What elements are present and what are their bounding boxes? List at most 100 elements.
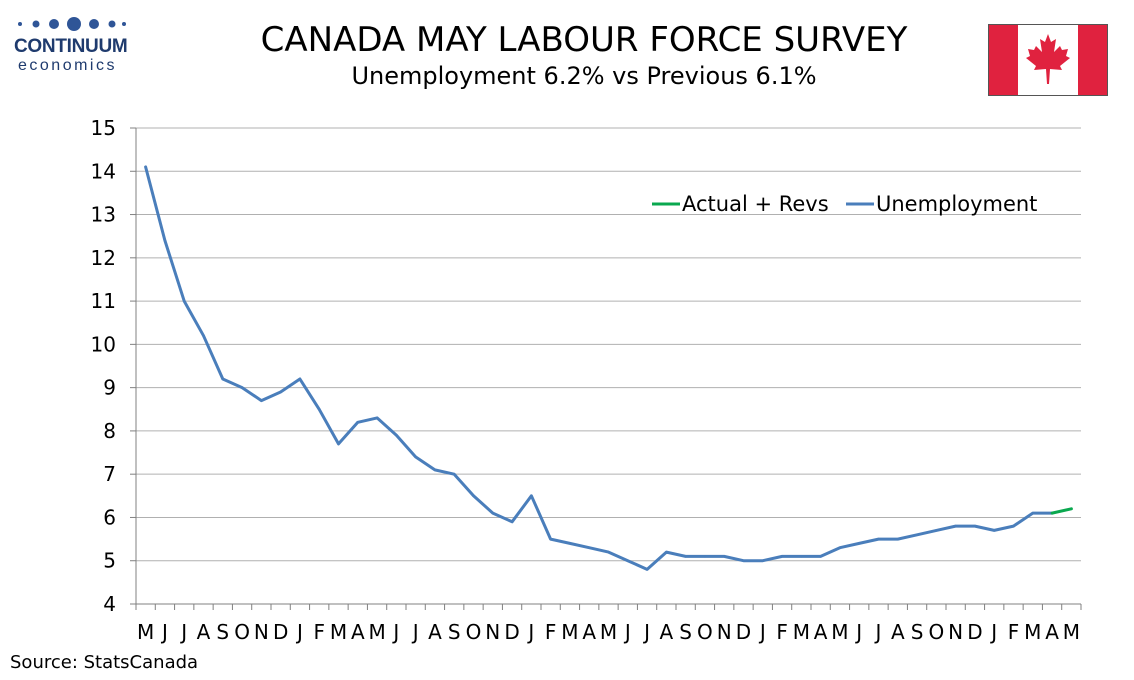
x-tick-label: N — [254, 620, 269, 644]
x-tick-label: N — [485, 620, 500, 644]
data-point-unemployment — [819, 555, 822, 558]
data-point-unemployment — [858, 542, 861, 545]
x-tick-label: S — [679, 620, 692, 644]
logo-dots-icon — [18, 17, 126, 31]
data-point-unemployment — [298, 377, 302, 381]
x-tick-label: A — [1045, 620, 1059, 644]
data-point-unemployment — [742, 559, 745, 562]
data-point-unemployment — [472, 494, 475, 498]
x-tick-label: J — [411, 620, 419, 644]
x-tick-label: F — [313, 620, 325, 644]
data-point-unemployment — [588, 546, 591, 549]
data-point-unemployment — [279, 390, 282, 394]
data-point-unemployment — [183, 299, 186, 303]
logo-name: CONTINUUM — [14, 36, 128, 57]
x-tick-label: M — [368, 620, 385, 644]
data-point-unemployment — [510, 520, 514, 523]
data-point-actual-revs — [1070, 507, 1073, 510]
x-tick-label: A — [814, 620, 828, 644]
y-tick-label: 14 — [91, 159, 116, 183]
data-point-unemployment — [626, 559, 629, 562]
x-tick-label: A — [891, 620, 905, 644]
data-point-unemployment — [491, 511, 494, 515]
data-point-unemployment — [163, 239, 167, 242]
data-point-unemployment — [414, 455, 417, 459]
x-tick-label: N — [948, 620, 963, 644]
data-point-unemployment — [221, 377, 224, 381]
series-line-actual-revs — [1050, 507, 1073, 515]
data-point-unemployment — [780, 555, 784, 558]
y-tick-label: 11 — [91, 289, 116, 313]
data-point-unemployment — [684, 555, 687, 558]
y-tick-label: 9 — [103, 376, 116, 400]
x-tick-label: M — [600, 620, 617, 644]
y-tick-label: 6 — [103, 505, 116, 529]
x-tick-label: J — [391, 620, 399, 644]
data-point-unemployment — [530, 494, 533, 498]
x-tick-label: A — [428, 620, 442, 644]
x-tick-label: D — [736, 620, 751, 644]
x-tick-label: J — [179, 620, 187, 644]
x-tick-label: N — [717, 620, 732, 644]
data-point-unemployment — [896, 537, 899, 541]
x-tick-label: F — [545, 620, 557, 644]
data-point-actual-revs — [1050, 511, 1054, 515]
x-tick-label: S — [448, 620, 461, 644]
legend-label-actual-revs: Actual + Revs — [682, 192, 829, 216]
y-tick-label: 12 — [91, 246, 116, 270]
chart-title: CANADA MAY LABOUR FORCE SURVEY — [260, 20, 908, 60]
x-tick-label: J — [989, 620, 997, 644]
x-tick-label: A — [660, 620, 674, 644]
x-tick-label: M — [831, 620, 848, 644]
x-tick-label: O — [466, 620, 482, 644]
chart-subtitle: Unemployment 6.2% vs Previous 6.1% — [351, 62, 817, 90]
x-tick-label: J — [623, 620, 631, 644]
legend-label-unemployment: Unemployment — [876, 192, 1037, 216]
data-point-unemployment — [144, 165, 147, 169]
data-point-unemployment — [993, 529, 996, 532]
data-point-unemployment — [395, 434, 398, 437]
data-point-unemployment — [915, 533, 919, 536]
source-note: Source: StatsCanada — [10, 652, 199, 673]
x-tick-label: J — [295, 620, 303, 644]
data-point-unemployment — [607, 550, 610, 554]
data-point-unemployment — [375, 416, 379, 420]
x-tick-label: F — [776, 620, 788, 644]
x-tick-label: M — [793, 620, 810, 644]
data-point-unemployment — [665, 550, 668, 554]
x-tick-label: M — [137, 620, 154, 644]
x-tick-label: M — [561, 620, 578, 644]
data-point-unemployment — [935, 529, 938, 532]
continuum-logo: CONTINUUM economics — [12, 14, 136, 78]
y-tick-label: 15 — [91, 116, 116, 140]
data-point-unemployment — [645, 568, 649, 571]
data-point-unemployment — [202, 334, 205, 337]
series-line-unemployment — [144, 165, 1054, 571]
x-tick-label: J — [758, 620, 766, 644]
y-tick-label: 13 — [91, 203, 116, 227]
x-tick-label: S — [911, 620, 924, 644]
data-point-unemployment — [877, 537, 880, 541]
data-point-unemployment — [356, 421, 359, 424]
x-tick-label: D — [273, 620, 288, 644]
x-tick-label: S — [216, 620, 229, 644]
x-tick-label: A — [351, 620, 365, 644]
data-point-unemployment — [1031, 511, 1034, 515]
y-tick-label: 8 — [103, 419, 116, 443]
y-tick-label: 10 — [91, 332, 116, 356]
x-tick-label: J — [854, 620, 862, 644]
data-point-unemployment — [433, 468, 437, 472]
canada-flag-icon — [988, 24, 1108, 96]
data-point-unemployment — [337, 442, 340, 446]
data-point-unemployment — [1012, 524, 1015, 528]
x-tick-label: J — [642, 620, 650, 644]
x-tick-label: O — [928, 620, 944, 644]
x-tick-label: F — [1008, 620, 1020, 644]
data-point-unemployment — [549, 537, 552, 541]
data-point-unemployment — [800, 555, 803, 558]
x-tick-label: D — [967, 620, 982, 644]
y-tick-label: 4 — [103, 592, 116, 616]
y-tick-label: 7 — [103, 462, 116, 486]
data-point-unemployment — [318, 408, 321, 411]
